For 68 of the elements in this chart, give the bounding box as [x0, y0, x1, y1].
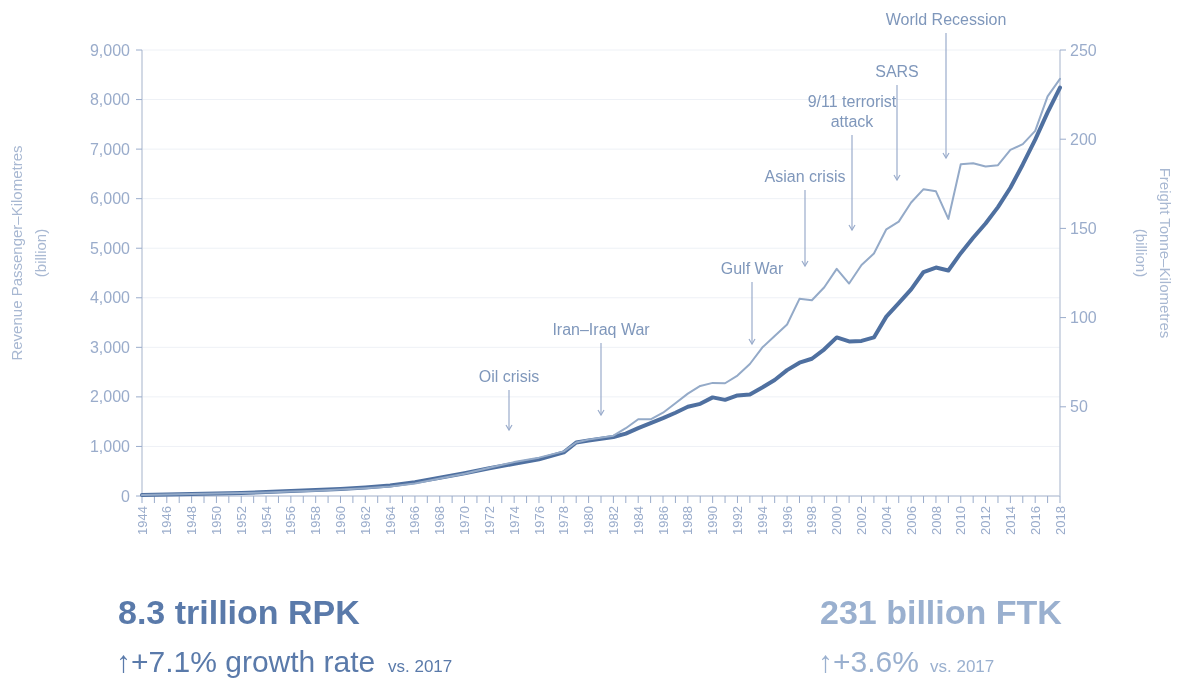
x-tick-label: 1968: [432, 506, 448, 535]
x-tick-label: 1954: [258, 506, 274, 535]
x-tick-label: 1974: [506, 506, 522, 535]
y2-tick-label: 200: [1070, 130, 1097, 148]
x-tick-label: 2008: [928, 506, 944, 535]
x-tick-label: 2002: [854, 506, 870, 535]
x-tick-label: 1944: [134, 506, 150, 535]
y-tick-label: 7,000: [89, 140, 131, 158]
x-tick-label: 1998: [804, 506, 820, 535]
x-tick-label: 2014: [1002, 506, 1018, 535]
text: vs. 2017: [930, 657, 995, 676]
x-tick-label: 2012: [978, 506, 994, 535]
x-tick-label: 2010: [953, 506, 969, 535]
x-tick-label: 2000: [829, 506, 845, 535]
text: 231 billion FTK: [820, 593, 1063, 631]
x-tick-label: 1976: [531, 506, 547, 535]
x-tick-label: 1992: [730, 506, 746, 535]
x-tick-label: 1972: [481, 506, 497, 535]
x-tick-label: 1994: [754, 506, 770, 535]
y-tick-label: 9,000: [89, 41, 131, 59]
x-tick-label: 2016: [1027, 506, 1043, 535]
y-tick-label: 4,000: [89, 289, 131, 307]
x-tick-label: 1966: [407, 506, 423, 535]
annotation: SARS: [875, 63, 919, 80]
annotation: Iran–Iraq War: [552, 321, 651, 338]
x-tick-label: 1946: [159, 506, 175, 535]
text: vs. 2017: [388, 657, 453, 676]
x-tick-label: 1964: [382, 506, 398, 535]
x-tick-label: 1980: [581, 506, 597, 535]
text: ↑+7.1% growth rate: [116, 645, 376, 678]
y-tick-label: 0: [121, 487, 131, 505]
y-axis-title: Revenue Passenger–Kilometres (billion): [8, 145, 49, 361]
x-tick-label: 1982: [605, 506, 621, 535]
x-tick-label: 1970: [457, 506, 473, 535]
y2-axis-title: Freight Tonne–Kilometres (billion): [1133, 167, 1174, 339]
x-tick-label: 1950: [208, 506, 224, 535]
annotation: Asian crisis: [764, 168, 846, 185]
y2-tick-label: 100: [1070, 309, 1097, 327]
y-tick-label: 3,000: [89, 338, 131, 356]
text: 8.3 trillion RPK: [118, 593, 361, 631]
annotation: Gulf War: [720, 260, 784, 277]
x-tick-label: 1988: [680, 506, 696, 535]
x-tick-label: 1996: [779, 506, 795, 535]
x-tick-label: 2004: [878, 506, 894, 535]
x-tick-label: 2006: [903, 506, 919, 535]
text: World Recession: [885, 11, 1007, 28]
y2-tick-label: 250: [1070, 41, 1097, 59]
x-tick-label: 1986: [655, 506, 671, 535]
text: ↑+3.6%: [818, 645, 919, 678]
x-tick-label: 1962: [357, 506, 373, 535]
annotation: 9/11 terrorist attack: [807, 93, 897, 130]
annotation: Oil crisis: [478, 368, 540, 385]
x-tick-label: 1948: [184, 506, 200, 535]
y-tick-label: 8,000: [89, 91, 131, 109]
y2-tick-label: 50: [1070, 398, 1088, 416]
x-tick-label: 2018: [1052, 506, 1068, 535]
x-tick-label: 1956: [283, 506, 299, 535]
y-tick-label: 6,000: [89, 190, 131, 208]
x-tick-label: 1984: [630, 506, 646, 535]
y-tick-label: 2,000: [89, 388, 131, 406]
y2-tick-label: 150: [1070, 220, 1097, 237]
y-tick-label: 5,000: [89, 239, 131, 257]
x-tick-label: 1958: [308, 506, 324, 535]
x-tick-label: 1990: [705, 506, 721, 535]
y-tick-label: 1,000: [89, 438, 131, 456]
x-tick-label: 1960: [333, 506, 349, 535]
x-tick-label: 1978: [556, 506, 572, 535]
x-tick-label: 1952: [233, 506, 249, 535]
